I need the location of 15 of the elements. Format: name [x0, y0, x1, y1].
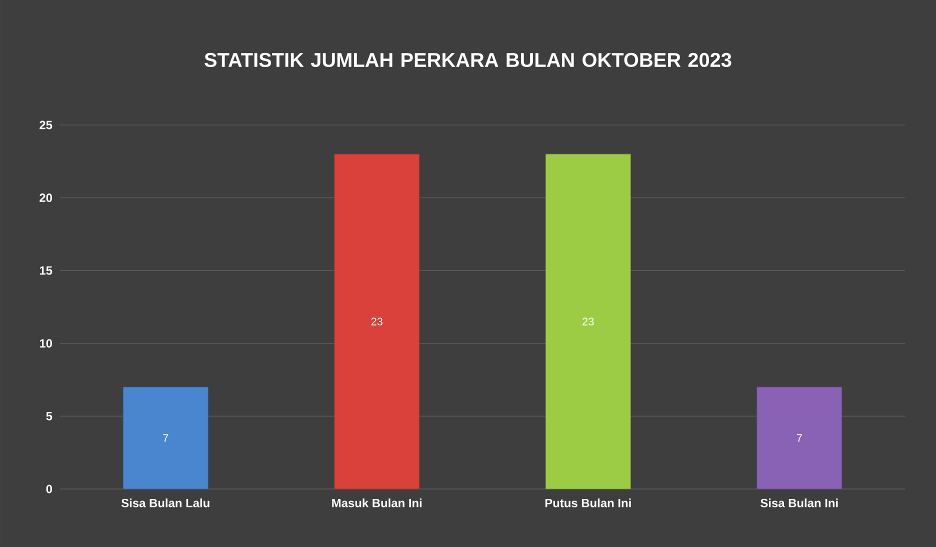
y-tick-label: 10	[40, 339, 52, 348]
y-tick-label: 20	[40, 194, 52, 202]
x-tick-label: Sisa Bulan Lalu	[121, 498, 210, 508]
x-tick-label: Sisa Bulan Ini	[760, 498, 838, 508]
y-tick-label: 15	[40, 266, 52, 275]
data-label: 23	[582, 318, 594, 326]
y-tick-label: 0	[46, 484, 52, 494]
data-label: 7	[796, 434, 802, 442]
data-label: 23	[371, 318, 382, 326]
x-tick-label: Putus Bulan Ini	[545, 498, 631, 508]
x-tick-label: Masuk Bulan Ini	[332, 498, 422, 508]
y-tick-label: 5	[46, 412, 52, 420]
chart-title: STATISTIK JUMLAH PERKARA BULAN OKTOBER 2023	[204, 52, 732, 68]
y-tick-label: 25	[40, 120, 52, 130]
data-label: 7	[163, 434, 168, 442]
